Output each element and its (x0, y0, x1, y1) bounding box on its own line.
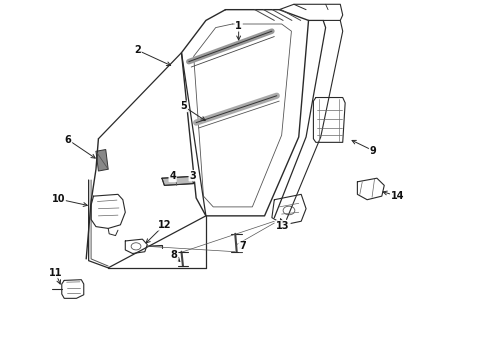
Text: 6: 6 (65, 135, 72, 145)
Text: 4: 4 (170, 171, 176, 181)
Text: 14: 14 (391, 191, 404, 201)
Text: 2: 2 (134, 45, 141, 55)
Text: 8: 8 (171, 250, 177, 260)
Text: 7: 7 (239, 241, 246, 251)
Text: 11: 11 (49, 267, 62, 278)
Polygon shape (96, 149, 108, 171)
Polygon shape (162, 176, 194, 185)
Text: 10: 10 (51, 194, 65, 204)
Text: 1: 1 (235, 21, 242, 31)
Text: 9: 9 (369, 145, 376, 156)
Text: 13: 13 (276, 221, 290, 231)
Text: 12: 12 (158, 220, 171, 230)
Text: 3: 3 (189, 171, 196, 181)
Text: 5: 5 (180, 102, 187, 112)
